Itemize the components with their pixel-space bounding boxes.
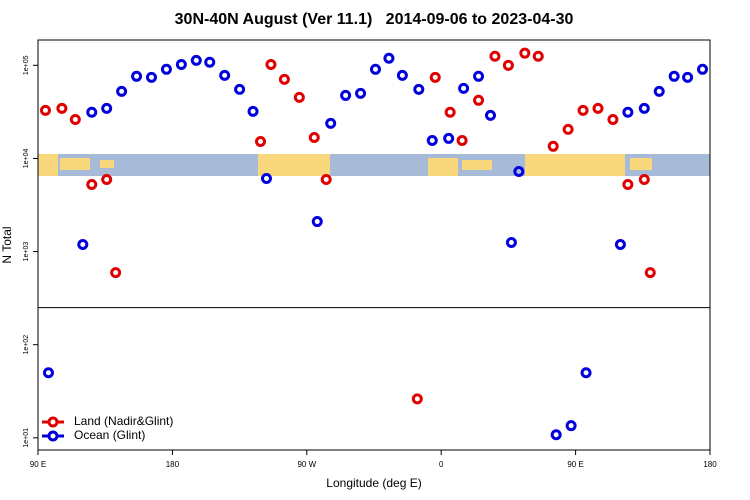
point bbox=[110, 267, 122, 279]
point bbox=[56, 102, 68, 114]
point bbox=[413, 83, 425, 95]
legend-marker bbox=[47, 430, 59, 442]
x-axis-label: Longitude (deg E) bbox=[326, 476, 421, 490]
point bbox=[219, 69, 231, 81]
point bbox=[580, 367, 592, 379]
point bbox=[260, 173, 272, 185]
point bbox=[697, 63, 709, 75]
legend-marker bbox=[47, 416, 59, 428]
point bbox=[473, 94, 485, 106]
x-tick-label: 180 bbox=[703, 460, 717, 469]
point bbox=[426, 134, 438, 146]
point bbox=[325, 117, 337, 129]
point bbox=[86, 179, 98, 191]
y-tick-label: 1e+05 bbox=[23, 55, 30, 75]
point bbox=[204, 56, 216, 68]
point bbox=[513, 166, 525, 178]
point bbox=[86, 106, 98, 118]
point bbox=[607, 113, 619, 125]
point bbox=[247, 105, 259, 117]
x-tick-label: 90 E bbox=[567, 460, 583, 469]
point bbox=[622, 179, 634, 191]
point bbox=[39, 104, 51, 116]
point bbox=[592, 102, 604, 114]
point bbox=[622, 106, 634, 118]
legend-label: Land (Nadir&Glint) bbox=[74, 414, 173, 428]
point bbox=[131, 70, 143, 82]
point bbox=[489, 50, 501, 62]
point bbox=[502, 59, 514, 71]
point bbox=[505, 237, 517, 249]
point bbox=[473, 70, 485, 82]
point bbox=[411, 393, 423, 405]
x-tick-label: 0 bbox=[439, 460, 444, 469]
point bbox=[320, 174, 332, 186]
point bbox=[396, 69, 408, 81]
point bbox=[682, 71, 694, 83]
point bbox=[443, 132, 455, 144]
x-tick-label: 180 bbox=[166, 460, 180, 469]
point bbox=[42, 367, 54, 379]
point bbox=[484, 109, 496, 121]
point bbox=[175, 59, 187, 71]
point bbox=[355, 87, 367, 99]
point bbox=[265, 59, 277, 71]
y-tick-label: 1e+01 bbox=[23, 428, 30, 448]
chart-title: 30N-40N August (Ver 11.1) 2014-09-06 to … bbox=[175, 11, 574, 28]
x-tick-label: 90 W bbox=[297, 460, 316, 469]
point bbox=[565, 420, 577, 432]
point bbox=[190, 54, 202, 66]
point bbox=[77, 239, 89, 251]
map-strip bbox=[38, 154, 710, 176]
point bbox=[340, 89, 352, 101]
point bbox=[101, 102, 113, 114]
y-axis-label: N Total bbox=[0, 226, 14, 263]
y-tick-label: 1e+04 bbox=[23, 149, 30, 169]
point bbox=[308, 131, 320, 143]
point bbox=[458, 82, 470, 94]
point bbox=[116, 85, 128, 97]
point bbox=[311, 216, 323, 228]
point bbox=[456, 134, 468, 146]
point bbox=[429, 71, 441, 83]
point bbox=[614, 239, 626, 251]
point bbox=[644, 267, 656, 279]
point bbox=[444, 106, 456, 118]
point bbox=[383, 52, 395, 64]
y-tick-label: 1e+03 bbox=[23, 242, 30, 262]
point bbox=[668, 70, 680, 82]
point bbox=[255, 136, 267, 148]
point bbox=[562, 123, 574, 135]
point bbox=[69, 113, 81, 125]
y-tick-label: 1e+02 bbox=[23, 335, 30, 355]
x-tick-label: 90 E bbox=[30, 460, 46, 469]
point bbox=[547, 140, 559, 152]
point bbox=[638, 102, 650, 114]
point bbox=[145, 71, 157, 83]
point bbox=[550, 429, 562, 441]
legend-label: Ocean (Glint) bbox=[74, 428, 145, 442]
point bbox=[577, 104, 589, 116]
point bbox=[293, 91, 305, 103]
point bbox=[638, 174, 650, 186]
point bbox=[234, 83, 246, 95]
point bbox=[519, 47, 531, 59]
point bbox=[160, 63, 172, 75]
point bbox=[532, 50, 544, 62]
point bbox=[653, 85, 665, 97]
point bbox=[278, 73, 290, 85]
point bbox=[369, 63, 381, 75]
plot-frame bbox=[37, 39, 711, 451]
point bbox=[101, 174, 113, 186]
